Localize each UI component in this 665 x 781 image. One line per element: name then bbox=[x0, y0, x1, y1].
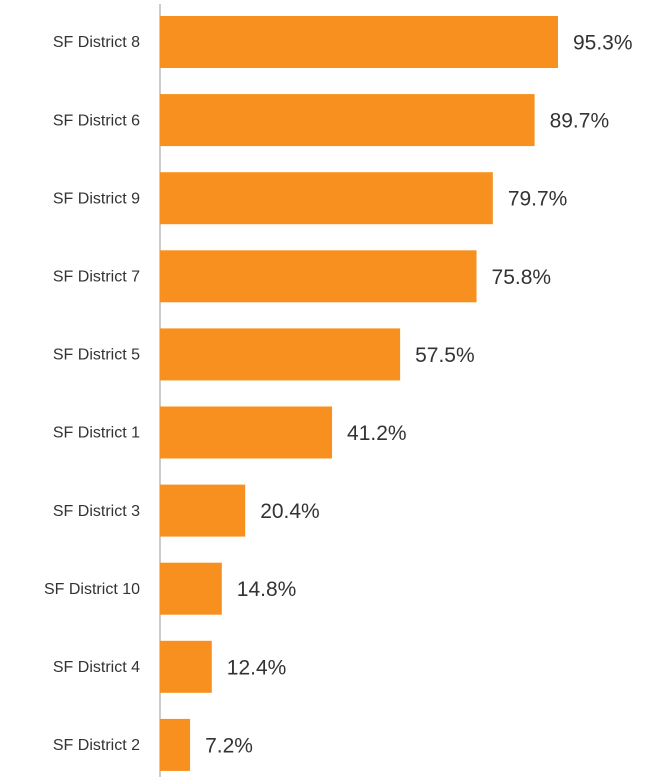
value-label: 95.3% bbox=[573, 32, 633, 55]
bar bbox=[160, 16, 558, 68]
category-label: SF District 7 bbox=[53, 269, 140, 286]
value-label: 89.7% bbox=[550, 110, 610, 133]
category-label: SF District 2 bbox=[53, 737, 140, 754]
category-label: SF District 9 bbox=[53, 190, 140, 207]
value-label: 12.4% bbox=[227, 656, 287, 679]
category-label: SF District 10 bbox=[44, 581, 140, 598]
value-label: 57.5% bbox=[415, 344, 475, 367]
bar bbox=[160, 562, 222, 615]
category-label: SF District 8 bbox=[53, 34, 140, 51]
value-label: 7.2% bbox=[205, 734, 253, 757]
bar bbox=[160, 406, 333, 459]
bar bbox=[160, 94, 535, 147]
category-label: SF District 3 bbox=[53, 503, 140, 520]
value-label: 79.7% bbox=[508, 188, 568, 211]
bar bbox=[160, 484, 246, 537]
bar bbox=[160, 640, 212, 693]
bar bbox=[160, 328, 401, 381]
bar bbox=[160, 172, 493, 225]
bar bbox=[160, 718, 191, 771]
category-label: SF District 6 bbox=[53, 112, 140, 129]
category-label: SF District 4 bbox=[53, 659, 140, 676]
category-label: SF District 5 bbox=[53, 347, 140, 364]
category-label: SF District 1 bbox=[53, 425, 140, 442]
value-label: 20.4% bbox=[260, 500, 320, 523]
bar bbox=[160, 250, 477, 303]
value-label: 14.8% bbox=[237, 578, 297, 601]
value-label: 41.2% bbox=[347, 422, 407, 445]
value-label: 75.8% bbox=[492, 266, 552, 289]
